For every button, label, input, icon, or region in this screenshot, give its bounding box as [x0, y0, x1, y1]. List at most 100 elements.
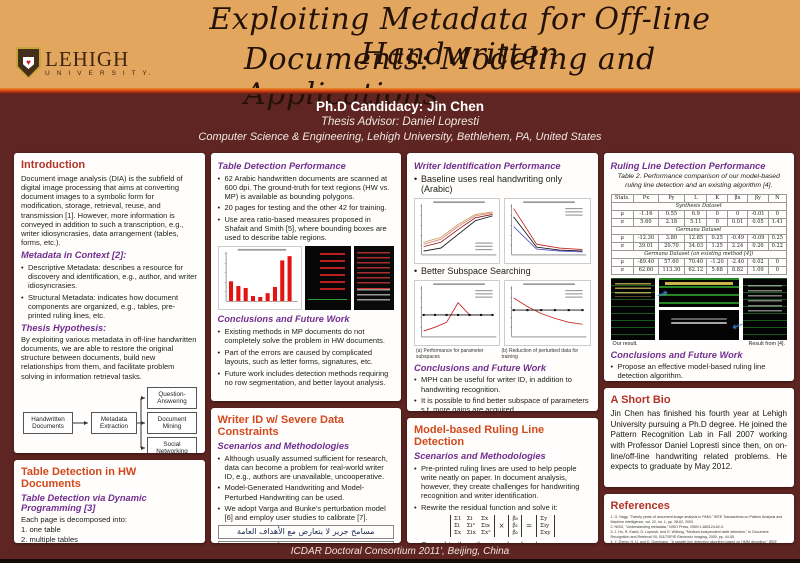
matrix-cell: Σi² [466, 522, 475, 529]
subspace-charts [414, 279, 591, 346]
bullet-item: Descriptive Metadata: describes a resour… [21, 263, 198, 290]
ruling-bullet-2: Rewrite the residual function and solve … [414, 503, 591, 512]
times-operator: × [498, 521, 505, 530]
arabic-sample-row: مسامح جرير لا يتعارض مع الأهداف العامة [217, 524, 394, 539]
column-4: Ruling Line Detection Performance Table … [603, 153, 794, 543]
matrix-cell: Σi [453, 522, 460, 529]
our-result-caption: Our result. [612, 340, 638, 347]
matrix-cell: Σxy [540, 529, 551, 536]
ruling-bullet-3: Ground-truth on the page level and measu… [414, 540, 591, 543]
diagram-box-document-mining: Document Mining [147, 411, 197, 434]
bullet-item: Structural Metadata: indicates how docum… [21, 293, 198, 320]
bullet-item: Although usually assumed sufficient for … [218, 454, 395, 481]
bio-title: A Short Bio [610, 394, 671, 406]
affiliation-line: Computer Science & Engineering, Lehigh U… [198, 131, 602, 143]
system-diagram: Handwritten Documents Metadata Extractio… [21, 385, 198, 453]
thesis-hypothesis-title: Thesis Hypothesis: [21, 322, 107, 333]
reference-item: 2. NISO, "Understanding metadata," NISO … [610, 525, 725, 530]
writer-perf-title: Writer Identification Performance [414, 161, 561, 171]
poster-body: Introduction Document image analysis (DI… [14, 153, 794, 543]
caption-a: (a) Performance for parameter subspaces [416, 347, 484, 360]
bullet-item: 20 pages for testing and the other 42 fo… [218, 203, 395, 212]
table-perf-figures [217, 246, 394, 311]
column-1: Introduction Document image analysis (DI… [14, 153, 205, 543]
subspace-chart-captions: (a) Performance for parameter subspaces … [416, 348, 589, 360]
matrix-cell: Σi [466, 515, 473, 522]
lehigh-logo: ♥ LEHIGH U N I V E R S I T Y. [16, 47, 153, 79]
bullet-item: Future work includes detection methods r… [218, 369, 395, 387]
baseline-bullet: Baseline uses real handwriting only (Ara… [414, 174, 591, 196]
zoom-thumb-script [658, 310, 739, 340]
caption-b: (b) Reduction of perturbed data for trai… [501, 347, 579, 360]
poster-title-line2: Documents: Modeling and Applications [244, 42, 656, 112]
bullet-item: Model-Generated Handwriting and Model-Pe… [218, 483, 395, 501]
table-perf-conclusions: Existing methods in MP documents do not … [218, 327, 395, 387]
reference-item: 4. Y. Zheng, H. Li, and D. Doermann, "A … [610, 540, 777, 543]
poster-title-line1: Exploiting Metadata for Off-line Handwri… [209, 2, 711, 72]
bullet-item: Use area ratio-based measures proposed i… [218, 215, 395, 242]
equals-operator: = [526, 521, 532, 530]
heart-icon: ♥ [23, 57, 34, 69]
card-ruling-line-performance: Ruling Line Detection Performance Table … [603, 153, 794, 381]
lehigh-shield-icon: ♥ [16, 47, 41, 79]
matrix-cell: Σy [540, 515, 548, 522]
table-perf-conclusions-title: Conclusions and Future Work [217, 314, 350, 325]
bio-body: Jin Chen has finished his fourth year at… [610, 409, 788, 472]
line-chart-subspace-performance [414, 279, 501, 346]
our-result-image [610, 277, 655, 340]
writer-id-subtitle: Scenarios and Methodologies [217, 441, 350, 451]
matrix-cell: Σx [453, 529, 462, 536]
table-detection-lines: Each page is decomposed into: 1. one tabl… [21, 515, 198, 543]
matrix-b: β₀ β₁ β₂ [508, 514, 523, 537]
column-3: Writer Identification Performance Baseli… [407, 153, 598, 543]
references-list: 1. G. Nagy, "Twenty years of document im… [611, 515, 788, 543]
bullet-item: 62 Arabic handwritten documents are scan… [218, 174, 395, 201]
card-writer-identification-performance: Writer Identification Performance Baseli… [407, 153, 598, 411]
handwriting-samples: مسامح جرير لا يتعارض مع الأهداف العامةمس… [217, 524, 394, 543]
header-bar: Ph.D Candidacy: Jin Chen Thesis Advisor:… [0, 94, 800, 148]
logo-text: LEHIGH U N I V E R S I T Y. [45, 47, 153, 77]
ruling-model-title: Model-based Ruling Line Detection [414, 424, 545, 448]
bullet-item: Propose an effective model-based ruling … [611, 362, 788, 380]
card-short-bio: A Short Bio Jin Chen has finished his fo… [603, 388, 794, 487]
diagram-box-question-answering: Question-Answering [147, 386, 197, 409]
line-chart-baseline-dropoff [504, 197, 591, 264]
ruling-perf-conclusions-title: Conclusions and Future Work [610, 349, 743, 360]
matrix-cell: Σx [480, 515, 489, 522]
column-2: Table Detection Performance 62 Arabic ha… [210, 153, 401, 543]
reference-item: 3. J. Hu, R. Kashi, D. Lopresti, and G. … [610, 530, 769, 540]
table-detection-dp-subtitle: Table Detection via Dynamic Programming … [21, 493, 147, 513]
zoom-thumbnails [658, 277, 739, 340]
writer-perf-conclusions-title: Conclusions and Future Work [414, 362, 547, 373]
arabic-sample-row: مسامح جرير لا يتعارض مع الأهداف العامة [217, 540, 394, 543]
bullet-item: Part of the errors are caused by complic… [218, 348, 395, 366]
baseline-charts [414, 197, 591, 264]
text-line: 1. one table [21, 524, 61, 534]
diagram-box-handwritten-documents: Handwritten Documents [23, 411, 73, 434]
card-table-detection-performance: Table Detection Performance 62 Arabic ha… [210, 153, 401, 401]
introduction-title: Introduction [21, 159, 86, 171]
subspace-bullet: Better Subspace Searching [414, 266, 591, 277]
card-references: References 1. G. Nagy, "Twenty years of … [603, 494, 794, 543]
banner-divider [0, 88, 800, 94]
matrix-equation: Σ1 Σi Σx Σi Σi² Σix Σx Σix Σx² × β₀ β₁ β₂ = Σy Σiy Σ… [414, 514, 591, 537]
line-chart-data-reduction [504, 279, 591, 346]
bullet-item: MPH can be useful for writer ID, in addi… [414, 375, 591, 393]
ruling-model-subtitle: Scenarios and Methodologies [414, 451, 546, 461]
card-writer-id-constraints: Writer ID w/ Severe Data Constraints Sce… [210, 408, 401, 543]
advisor-line: Thesis Advisor: Daniel Lopresti [320, 116, 480, 128]
logo-wordmark: LEHIGH [45, 47, 130, 71]
text-line: Each page is decomposed into: [21, 515, 127, 524]
ruling-bullet-1: Pre-printed ruling lines are used to hel… [414, 464, 591, 501]
existing-method-image [743, 277, 787, 340]
existing-result-caption: Result from [4]. [748, 340, 785, 347]
banner: Exploiting Metadata for Off-line Handwri… [0, 0, 800, 112]
matrix-cell: β₂ [512, 529, 519, 536]
bottom-bar [0, 559, 800, 563]
bullet-item: It is possible to find better subspace o… [414, 396, 591, 411]
candidacy-line: Ph.D Candidacy: Jin Chen [315, 99, 485, 114]
introduction-body: Document image analysis (DIA) is the sub… [21, 174, 184, 247]
card-table-detection-hw: Table Detection in HW Documents Table De… [14, 460, 205, 543]
